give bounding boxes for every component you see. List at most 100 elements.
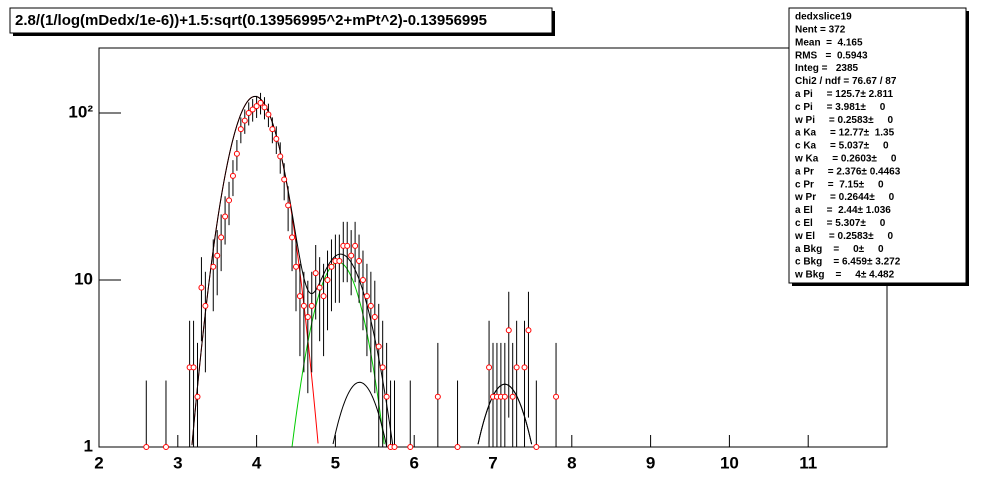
title-box: [9, 7, 553, 34]
stats-line: a Ka = 12.77± 1.35: [795, 128, 895, 139]
stats-line: w Pi = 0.2583± 0: [794, 115, 893, 126]
chart-title: 2.8/(1/log(mDedx/1e-6))+1.5:sqrt(0.13956…: [15, 12, 487, 29]
data-point: [261, 104, 268, 111]
data-point: [320, 293, 327, 300]
data-point: [371, 314, 378, 321]
x-tick-label: 8: [567, 453, 576, 472]
fit-curve: [332, 381, 388, 447]
data-point: [253, 103, 260, 110]
data-point: [521, 364, 528, 371]
data-point: [308, 302, 315, 309]
data-point: [210, 263, 217, 270]
data-point: [162, 444, 169, 450]
data-point: [553, 393, 560, 400]
data-point: [277, 153, 284, 160]
x-tick-label: 2: [94, 453, 103, 472]
stats-line: c Bkg = 6.459± 3.272: [795, 257, 901, 268]
data-point: [344, 242, 351, 249]
data-point: [241, 117, 248, 124]
data-point: [486, 364, 493, 371]
stats-line: a Pr = 2.376± 0.4463: [795, 166, 901, 177]
data-point: [237, 126, 244, 133]
data-point: [293, 263, 299, 270]
data-point: [352, 242, 359, 249]
y-tick-label: 1: [84, 436, 93, 455]
data-point: [226, 197, 233, 204]
data-point: [198, 284, 205, 291]
data-point: [407, 444, 414, 450]
data-point: [328, 263, 335, 270]
data-point: [454, 444, 461, 450]
stats-line: c El = 5.307± 0: [795, 218, 886, 229]
stats-line: c Pi = 3.981± 0: [795, 102, 886, 113]
data-point: [281, 176, 288, 183]
data-point: [375, 343, 382, 350]
stats-line: a El = 2.44± 1.036: [795, 205, 891, 216]
x-tick-label: 6: [409, 453, 418, 472]
data-point: [363, 293, 370, 300]
stats-line: Integ = 2385: [795, 63, 859, 74]
data-point: [289, 234, 296, 241]
data-point: [273, 135, 280, 142]
y-tick-label: 10: [74, 269, 93, 288]
data-point: [143, 444, 150, 450]
x-tick-label: 9: [646, 453, 655, 472]
x-tick-label: 3: [173, 453, 182, 472]
data-point: [513, 364, 520, 371]
stats-line: RMS = 0.5943: [795, 50, 868, 61]
x-tick-label: 5: [331, 453, 340, 472]
data-point: [218, 234, 225, 241]
stats-line: c Ka = 5.037± 0: [795, 141, 889, 152]
stats-line: w Pr = 0.2644± 0: [794, 192, 895, 203]
data-point: [229, 172, 236, 179]
data-point: [214, 252, 221, 259]
data-point: [324, 276, 331, 283]
stats-title: dedxslice19: [795, 12, 852, 23]
stats-line: a Pi = 125.7± 2.811: [795, 89, 894, 100]
data-point: [348, 252, 355, 259]
x-tick-label: 7: [488, 453, 497, 472]
stats-line: a Bkg = 0± 0: [795, 244, 884, 255]
data-point: [379, 364, 386, 371]
data-point: [257, 99, 264, 106]
stats-line: w Bkg = 4± 4.482: [794, 270, 895, 281]
data-point: [265, 111, 272, 118]
data-point: [296, 293, 303, 300]
data-point: [194, 393, 201, 400]
data-point: [391, 444, 398, 450]
stats-line: Chi2 / ndf = 76.67 / 87: [795, 76, 897, 87]
data-point: [533, 444, 540, 450]
stats-line: Mean = 4.165: [795, 37, 863, 48]
stats-line: w Ka = 0.2603± 0: [794, 154, 897, 165]
data-point: [356, 257, 363, 264]
y-tick-label: 10²: [68, 102, 93, 121]
data-point: [233, 150, 240, 157]
data-point: [190, 364, 197, 371]
data-point: [245, 109, 252, 116]
data-point: [501, 393, 508, 400]
data-point: [312, 270, 319, 277]
data-point: [300, 302, 307, 309]
stats-line: w El = 0.2583± 0: [794, 231, 893, 242]
stats-line: Nent = 372: [795, 25, 846, 36]
stats-line: c Pr = 7.15± 0: [795, 179, 884, 190]
data-point: [434, 393, 441, 400]
data-point: [505, 327, 512, 334]
data-point: [525, 327, 532, 334]
x-tick-label: 11: [799, 453, 817, 472]
data-point: [249, 106, 256, 113]
data-point: [383, 393, 390, 400]
x-tick-label: 4: [252, 453, 262, 472]
data-point: [304, 314, 311, 321]
data-point: [367, 302, 374, 309]
data-point: [269, 126, 276, 133]
x-tick-label: 10: [720, 453, 739, 472]
data-point: [316, 284, 323, 291]
data-point: [285, 202, 292, 209]
data-point: [509, 393, 516, 400]
stats-box: [788, 7, 967, 284]
data-point: [359, 276, 366, 283]
data-point: [222, 213, 229, 220]
